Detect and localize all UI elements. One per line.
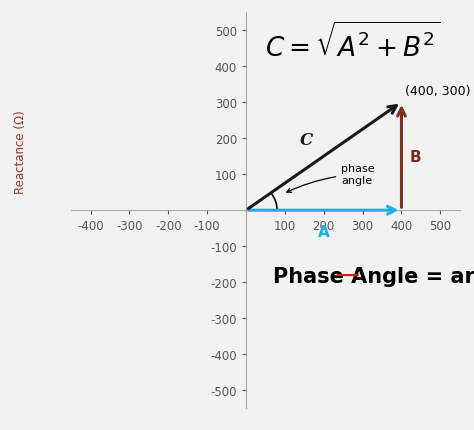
Text: Reactance (Ω): Reactance (Ω) (14, 110, 27, 193)
Text: Phase Angle = arctan (B/A): Phase Angle = arctan (B/A) (273, 267, 474, 286)
Text: (400, 300): (400, 300) (405, 84, 471, 98)
Text: C: C (300, 131, 313, 148)
Text: phase
angle: phase angle (287, 164, 375, 193)
Text: A: A (318, 224, 329, 240)
Text: $\mathit{C} = \sqrt{\mathit{A}^2 + \mathit{B}^2}$: $\mathit{C} = \sqrt{\mathit{A}^2 + \math… (265, 23, 441, 62)
Text: B: B (409, 149, 421, 164)
